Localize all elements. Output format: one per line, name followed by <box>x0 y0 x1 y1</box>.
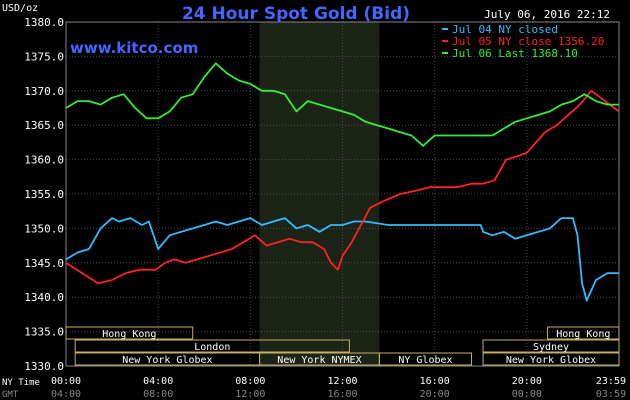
session-box: Sydney <box>482 339 620 353</box>
series-line-3 <box>65 62 619 147</box>
x-tick-label-gmt: 08:00 <box>143 389 173 400</box>
y-tick-label: 1335.0 <box>24 326 64 339</box>
x-tick-label-gmt: 20:00 <box>420 389 450 400</box>
y-tick-label: 1365.0 <box>24 119 64 132</box>
x-tick-label-gmt: 12:00 <box>235 389 265 400</box>
series-line-2 <box>65 89 620 285</box>
session-box: Hong Kong <box>547 326 620 340</box>
x-label-ny: NY Time <box>2 378 40 388</box>
x-tick-label-ny: 04:00 <box>143 376 173 387</box>
y-axis-label: USD/oz <box>2 3 38 14</box>
y-tick-label: 1330.0 <box>24 360 64 373</box>
legend-entry: Jul 04 NY closed <box>452 23 558 36</box>
nymex-session-shade <box>259 22 380 366</box>
x-axis: 00:00 04:00 04:00 08:00 08:00 12:00 12:00 16:00… <box>51 376 626 400</box>
sessions-layer: Hong Kong Hong Kong London Sydney New York G… <box>65 326 620 366</box>
y-tick-label: 1380.0 <box>24 16 64 29</box>
session-box: Hong Kong <box>65 326 194 340</box>
session-box: NY Globex <box>378 352 473 366</box>
session-label: New York Globex <box>122 355 212 366</box>
y-axis: 1380.0 1375.0 1370.0 1365.0 1360.0 1355.0 1350… <box>24 16 64 373</box>
session-box: New York Globex <box>482 352 620 366</box>
x-tick-label-ny: 08:00 <box>235 376 265 387</box>
y-tick-label: 1340.0 <box>24 291 64 304</box>
x-tick-label-gmt: 00:00 <box>512 389 542 400</box>
legend-entry: Jul 06 Last 1368.10 <box>452 47 578 60</box>
x-tick-label-ny: 23:59 <box>596 376 626 387</box>
x-tick-label-ny: 16:00 <box>420 376 450 387</box>
y-tick-label: 1345.0 <box>24 257 64 270</box>
x-label-gmt: GMT <box>2 390 19 400</box>
x-tick-label-ny: 20:00 <box>512 376 542 387</box>
y-tick-label: 1375.0 <box>24 50 64 63</box>
x-tick-label-ny: 00:00 <box>51 376 81 387</box>
session-label: Hong Kong <box>556 329 610 340</box>
session-box: New York NYMEX <box>259 352 380 366</box>
session-box: London <box>74 339 350 353</box>
chart-title: 24 Hour Spot Gold (Bid) <box>182 4 410 24</box>
y-tick-label: 1370.0 <box>24 85 64 98</box>
x-tick-label-gmt: 04:00 <box>51 389 81 400</box>
x-tick-label-gmt: 03:59 <box>596 389 626 400</box>
date-label: July 06, 2016 22:12 <box>484 8 610 21</box>
y-tick-label: 1355.0 <box>24 188 64 201</box>
legend-entry: Jul 05 NY close 1356.20 <box>452 35 604 48</box>
session-label: New York Globex <box>506 355 596 366</box>
plot-border <box>65 21 620 367</box>
x-tick-label-ny: 12:00 <box>327 376 357 387</box>
session-label: NY Globex <box>398 355 452 366</box>
y-tick-label: 1360.0 <box>24 154 64 167</box>
series-line-1 <box>65 217 619 302</box>
session-label: New York NYMEX <box>277 355 361 366</box>
y-tick-label: 1350.0 <box>24 222 64 235</box>
series-layer <box>65 62 620 302</box>
x-tick-label-gmt: 16:00 <box>327 389 357 400</box>
session-label: Hong Kong <box>102 329 156 340</box>
website-label: www.kitco.com <box>70 39 198 57</box>
session-label: Sydney <box>533 342 569 353</box>
session-label: London <box>194 342 230 353</box>
